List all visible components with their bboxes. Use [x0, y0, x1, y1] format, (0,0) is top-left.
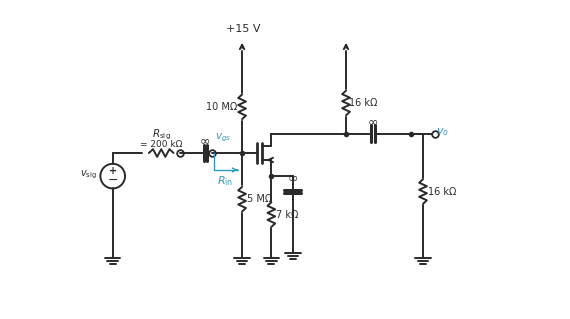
Text: $v_o$: $v_o$: [436, 126, 449, 138]
Text: 16 kΩ: 16 kΩ: [428, 187, 456, 197]
Text: $R_{\rm in}$: $R_{\rm in}$: [217, 174, 234, 188]
Text: 10 MΩ: 10 MΩ: [206, 102, 238, 112]
Text: ∞: ∞: [200, 134, 210, 147]
Text: 5 MΩ: 5 MΩ: [247, 194, 272, 204]
Text: = 200 kΩ: = 200 kΩ: [140, 140, 182, 149]
Text: 7 kΩ: 7 kΩ: [276, 210, 298, 219]
Text: ∞: ∞: [368, 115, 378, 128]
Text: $R_{\rm sig}$: $R_{\rm sig}$: [152, 128, 170, 142]
Text: $v_{\rm sig}$: $v_{\rm sig}$: [80, 168, 97, 181]
Text: $v_{gs}$: $v_{gs}$: [215, 131, 231, 144]
Text: +: +: [109, 167, 117, 176]
Text: −: −: [108, 174, 118, 187]
Text: 16 kΩ: 16 kΩ: [349, 98, 377, 108]
Text: +15 V: +15 V: [226, 24, 260, 34]
Text: ∞: ∞: [288, 171, 298, 184]
